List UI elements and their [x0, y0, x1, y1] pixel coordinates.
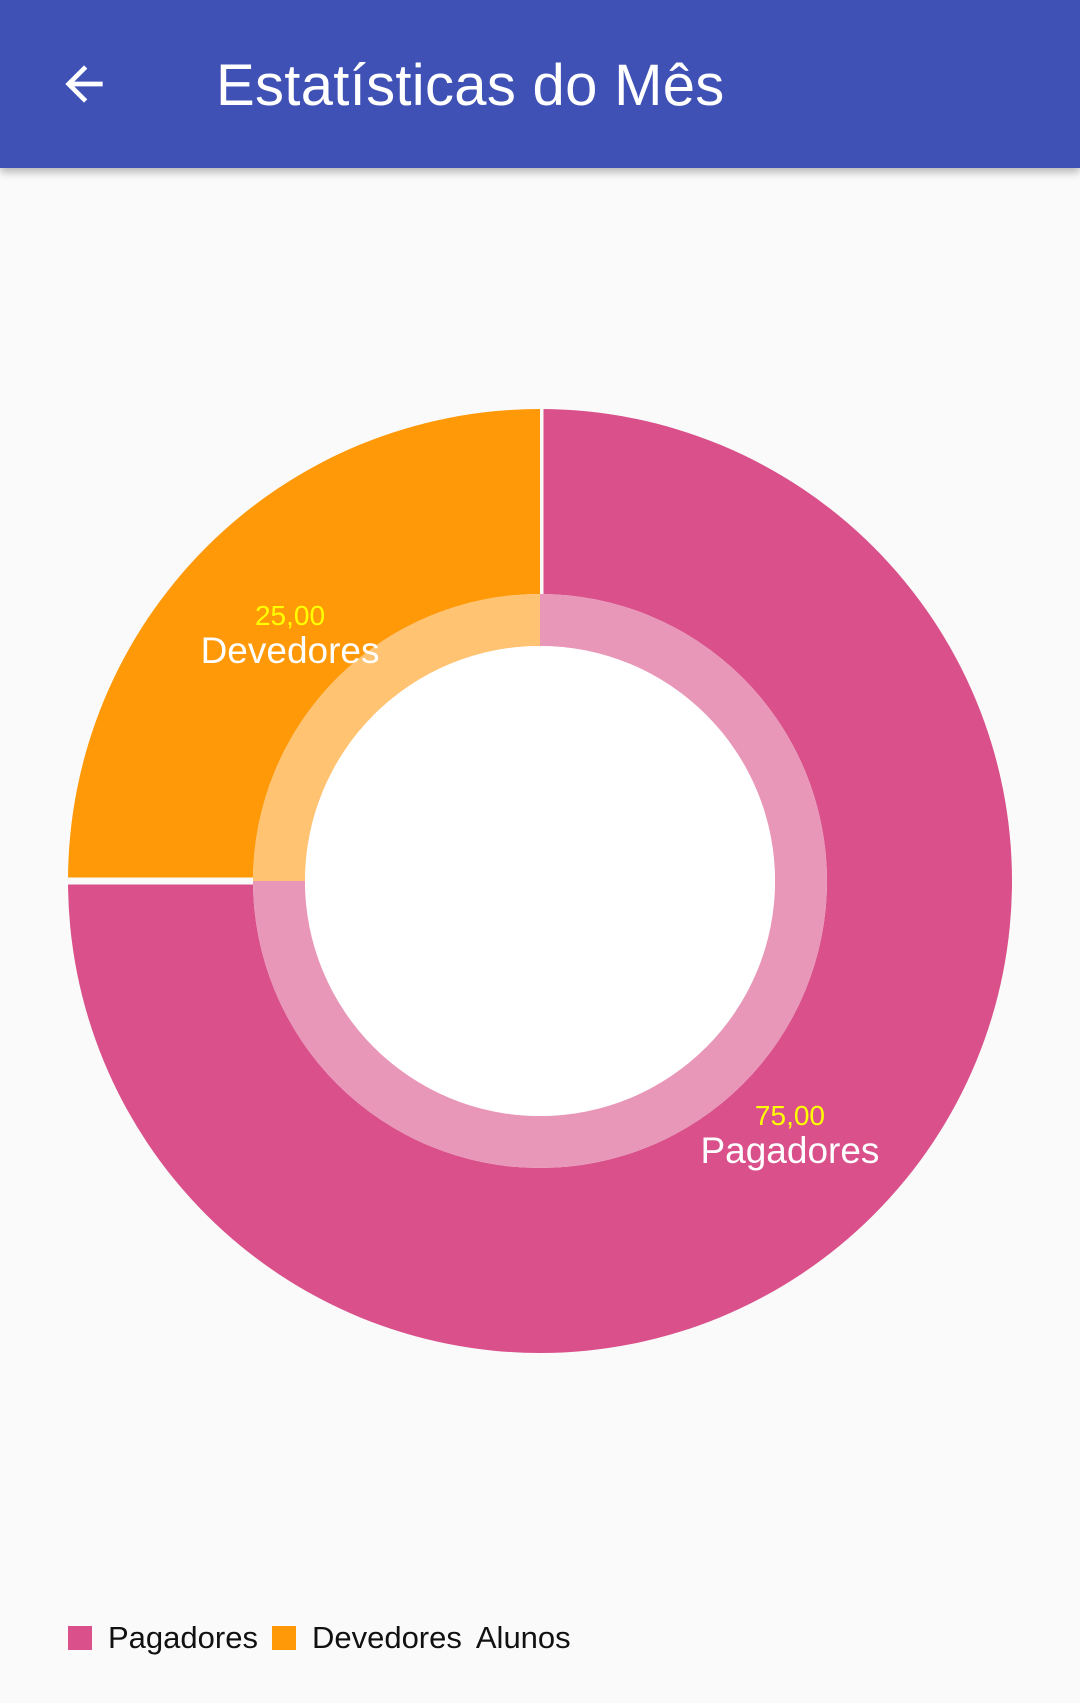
- back-button[interactable]: [44, 44, 124, 124]
- slice-pagadores[interactable]: [68, 409, 1012, 1353]
- value-label-pagadores: 75,00: [755, 1100, 825, 1131]
- legend-item-pagadores[interactable]: Pagadores: [68, 1620, 258, 1656]
- inner-ring-devedores: [253, 594, 540, 881]
- value-label-devedores: 25,00: [255, 600, 325, 631]
- slice-label-pagadores: Pagadores: [700, 1130, 879, 1171]
- slice-label-devedores: Devedores: [201, 630, 380, 671]
- legend-label-devedores: Devedores: [311, 1620, 462, 1655]
- arrow-back-icon: [65, 65, 103, 103]
- content-area: 75,00 Pagadores 25,00 Devedores Pagadores D…: [0, 168, 1080, 1703]
- page-title: Estatísticas do Mês: [216, 53, 725, 118]
- inner-ring-layer: [253, 594, 827, 1168]
- legend-swatch-pagadores: [68, 1626, 92, 1650]
- slice-devedores[interactable]: [68, 409, 540, 881]
- center-hole: [305, 646, 775, 1116]
- donut-hole: [305, 646, 775, 1116]
- legend-description: Alunos: [476, 1620, 571, 1656]
- legend-label-pagadores: Pagadores: [108, 1620, 258, 1655]
- legend-item-devedores[interactable]: Devedores: [271, 1620, 462, 1656]
- legend-description-text: Alunos: [475, 1620, 571, 1655]
- app-bar: Estatísticas do Mês: [0, 0, 1080, 168]
- chart-legend: Pagadores Devedores Alunos: [68, 1608, 585, 1668]
- legend-swatch-devedores: [271, 1626, 296, 1650]
